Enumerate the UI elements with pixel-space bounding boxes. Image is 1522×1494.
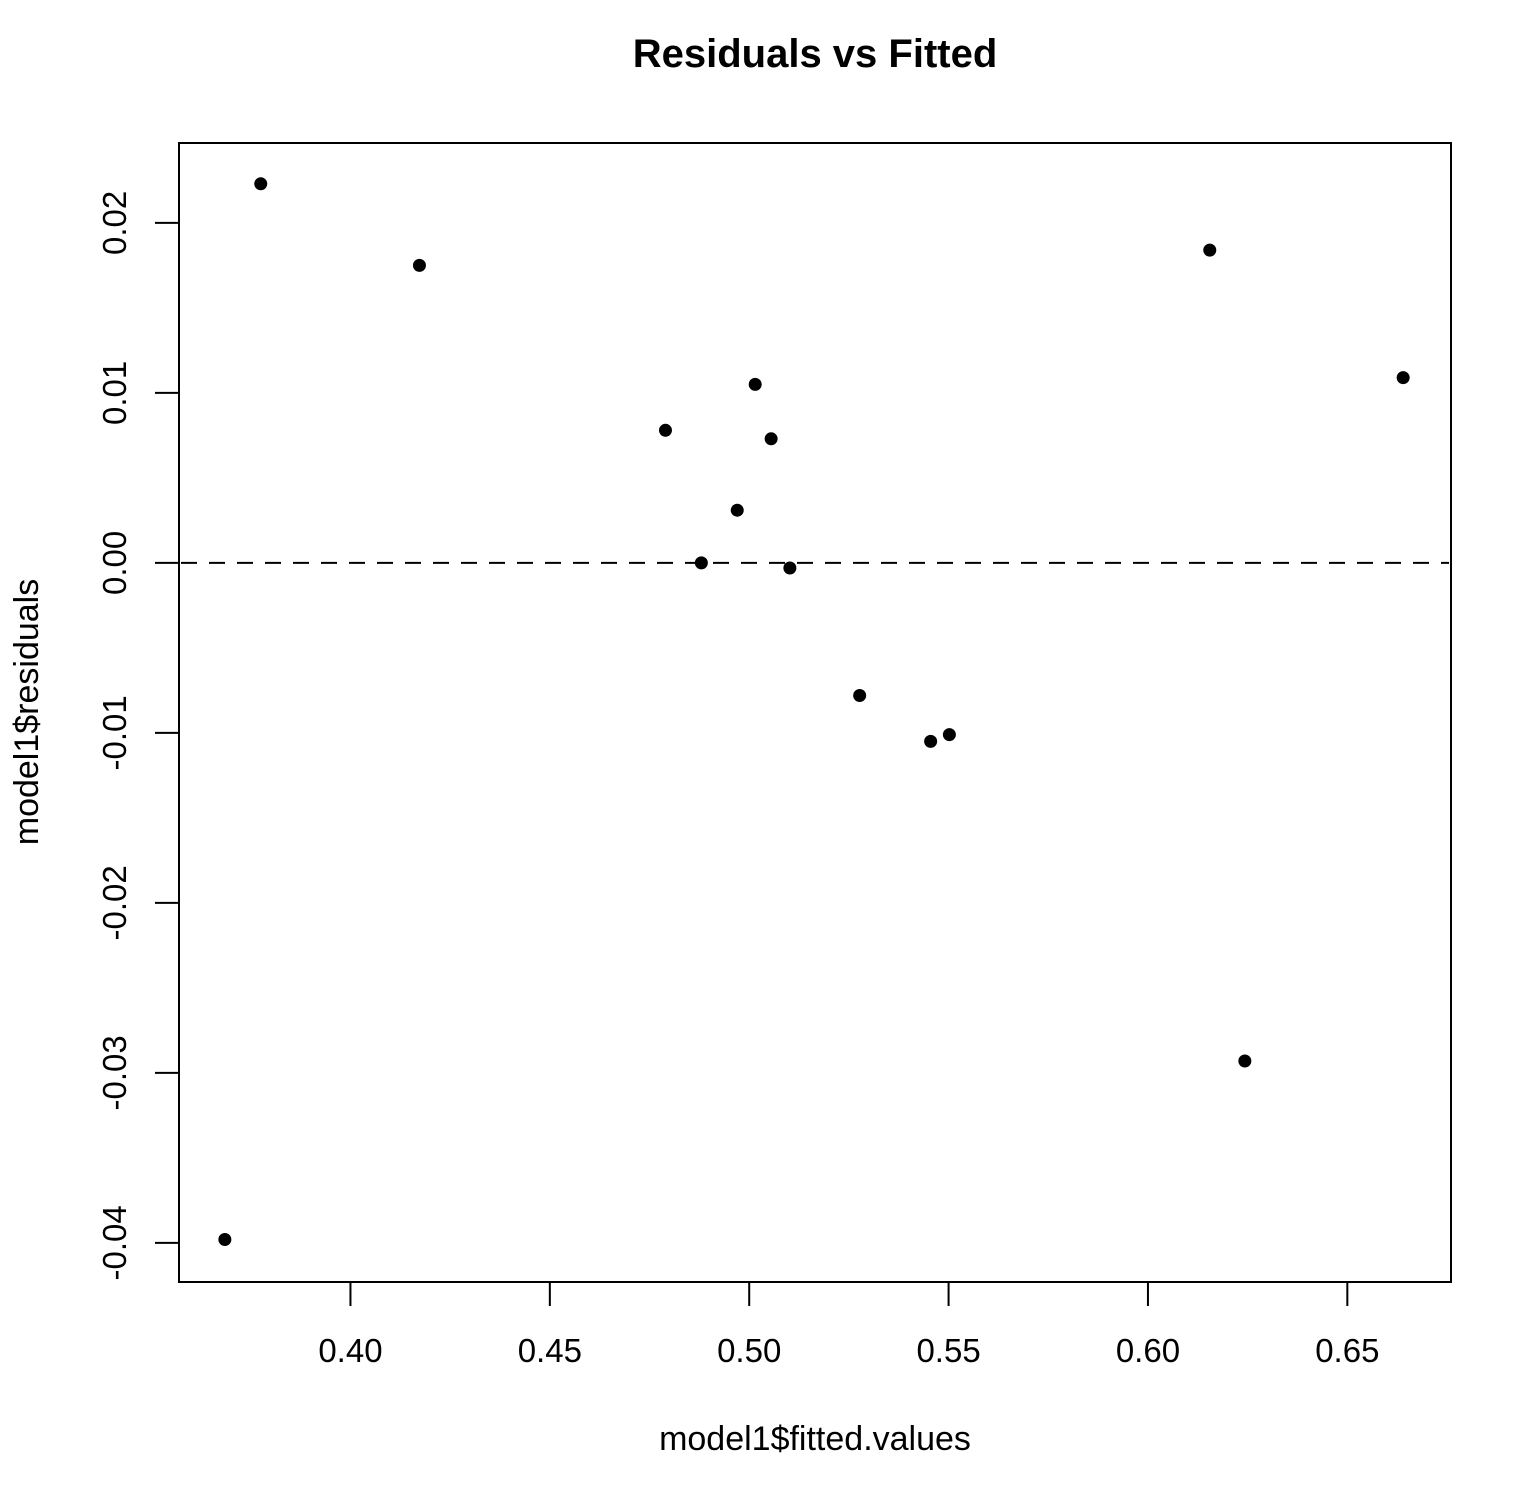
x-axis-ticks: 0.40 0.45 0.50 0.55 0.60 0.65 <box>318 1282 1379 1369</box>
x-tick-label: 0.60 <box>1116 1332 1180 1369</box>
data-point <box>853 689 867 702</box>
data-point <box>748 377 762 391</box>
data-point <box>783 561 797 575</box>
y-tick-label: -0.03 <box>96 1035 133 1110</box>
data-point <box>694 556 708 570</box>
y-tick-label: 0.00 <box>96 531 133 595</box>
x-axis-label: model1$fitted.values <box>659 1420 971 1458</box>
x-tick-label: 0.45 <box>518 1332 582 1369</box>
chart-title: Residuals vs Fitted <box>633 32 998 76</box>
data-point <box>218 1233 232 1246</box>
x-tick-label: 0.65 <box>1315 1332 1379 1369</box>
y-tick-label: -0.04 <box>96 1205 133 1280</box>
data-point <box>412 258 426 272</box>
y-tick-label: 0.01 <box>96 361 133 425</box>
data-point <box>658 423 672 437</box>
data-point <box>924 734 938 748</box>
y-axis-ticks: 0.02 0.01 0.00 -0.01 -0.02 -0.03 -0.04 <box>96 191 179 1281</box>
plot-frame <box>178 142 1452 1283</box>
x-tick-label: 0.50 <box>717 1332 781 1369</box>
y-axis-label: model1$residuals <box>8 579 46 846</box>
x-tick-label: 0.55 <box>916 1332 980 1369</box>
y-tick-label: 0.02 <box>96 191 133 255</box>
data-point <box>1203 243 1217 257</box>
y-tick-label: -0.01 <box>96 695 133 770</box>
data-point <box>1396 371 1410 385</box>
data-point <box>730 503 744 517</box>
y-tick-label: -0.02 <box>96 865 133 940</box>
data-point <box>254 177 268 191</box>
data-point <box>942 728 956 742</box>
x-tick-label: 0.40 <box>318 1332 382 1369</box>
data-point <box>764 432 778 446</box>
data-point <box>1238 1054 1252 1068</box>
data-points <box>218 177 1410 1246</box>
